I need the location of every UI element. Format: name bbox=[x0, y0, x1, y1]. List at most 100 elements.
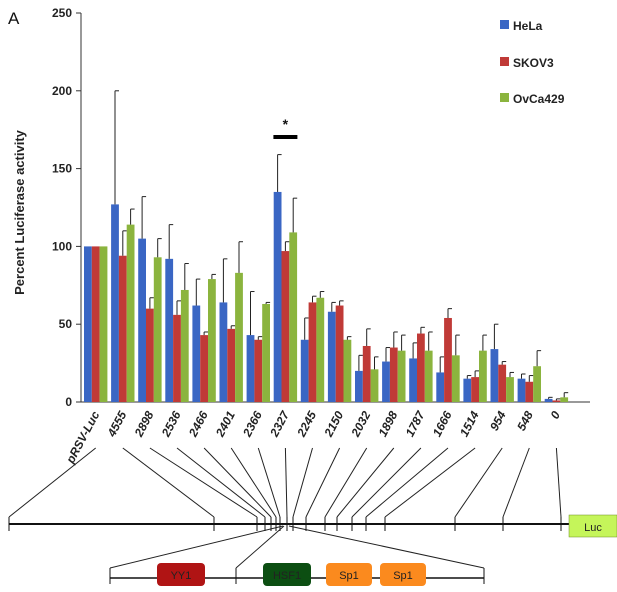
bar-OvCa429-548 bbox=[533, 366, 541, 402]
zoom-line-right bbox=[288, 525, 485, 569]
bar-SKOV3-2150 bbox=[335, 305, 344, 402]
bar-HeLa-1898 bbox=[382, 361, 390, 402]
bar-HeLa-pRSV-Luc bbox=[84, 246, 92, 402]
bar-SKOV3-2898 bbox=[146, 308, 154, 402]
bar-HeLa-1787 bbox=[409, 358, 417, 402]
site-connector-line bbox=[336, 447, 395, 518]
site-connector-line bbox=[502, 447, 530, 518]
zoom-line-left bbox=[109, 525, 284, 569]
site-connector-line bbox=[122, 447, 215, 518]
bar-HeLa-1514 bbox=[463, 378, 472, 402]
bar-OvCa429-954 bbox=[506, 377, 514, 402]
bar-OvCa429-2245 bbox=[316, 297, 325, 402]
bar-OvCa429-2466 bbox=[208, 279, 216, 402]
y-tick-label: 200 bbox=[52, 84, 72, 98]
bar-chart: 0 50 100 150 200 250 Percent Luciferase activi… bbox=[12, 6, 590, 467]
zoom-line-inner bbox=[235, 525, 285, 569]
bar-OvCa429-1787 bbox=[424, 350, 433, 402]
bar-HeLa-2401 bbox=[219, 302, 228, 402]
y-axis-label: Percent Luciferase activity bbox=[12, 129, 27, 295]
site-connector-line bbox=[555, 447, 562, 518]
y-tick-label: 100 bbox=[52, 239, 72, 253]
x-tick-label-0: 0 bbox=[548, 409, 564, 422]
significance-star: * bbox=[283, 116, 289, 132]
x-tick-label-954: 954 bbox=[487, 409, 509, 434]
legend-label-HeLa: HeLa bbox=[513, 19, 543, 33]
bar-HeLa-2150 bbox=[327, 311, 336, 402]
bar-OvCa429-4555 bbox=[126, 224, 135, 402]
legend-label-SKOV3: SKOV3 bbox=[513, 56, 554, 70]
site-connector-line bbox=[203, 447, 272, 518]
bar-SKOV3-1666 bbox=[444, 317, 452, 402]
bar-OvCa429-2401 bbox=[235, 272, 243, 402]
x-tick-label-1514: 1514 bbox=[457, 409, 482, 439]
y-tick-label: 0 bbox=[65, 395, 72, 409]
bar-HeLa-2327 bbox=[273, 191, 282, 402]
site-connector-line bbox=[176, 447, 266, 518]
y-tick-label: 50 bbox=[59, 317, 73, 331]
site-connector-line bbox=[305, 447, 341, 518]
x-tick-label-548: 548 bbox=[514, 409, 536, 434]
x-tick-label-2245: 2245 bbox=[294, 409, 320, 440]
bar-SKOV3-pRSV-Luc bbox=[91, 246, 100, 402]
bar-SKOV3-954 bbox=[498, 364, 507, 402]
element-label-Sp1: Sp1 bbox=[339, 570, 359, 582]
site-connector-line bbox=[149, 447, 258, 518]
bar-OvCa429-1514 bbox=[479, 350, 487, 402]
bar-SKOV3-4555 bbox=[118, 255, 127, 402]
bar-SKOV3-2466 bbox=[200, 335, 208, 402]
element-box-Sp1 bbox=[380, 563, 426, 586]
x-tick-label-1898: 1898 bbox=[376, 409, 401, 439]
x-tick-label-2150: 2150 bbox=[321, 409, 347, 440]
bar-OvCa429-2366 bbox=[262, 303, 270, 402]
site-connector-line bbox=[324, 447, 368, 518]
bar-SKOV3-548 bbox=[525, 381, 534, 402]
element-label-HSF1: HSF1 bbox=[273, 570, 301, 582]
bar-SKOV3-2327 bbox=[281, 251, 290, 402]
x-tick-label-2466: 2466 bbox=[185, 409, 211, 440]
bar-HeLa-4555 bbox=[111, 204, 119, 402]
legend-label-OvCa429: OvCa429 bbox=[513, 92, 565, 106]
site-connector-line bbox=[230, 447, 277, 518]
bar-SKOV3-2536 bbox=[173, 314, 181, 402]
bar-HeLa-2245 bbox=[300, 339, 309, 402]
bar-OvCa429-2150 bbox=[343, 339, 352, 402]
bar-HeLa-2032 bbox=[355, 370, 363, 402]
bar-OvCa429-2898 bbox=[153, 257, 162, 402]
element-box-HSF1 bbox=[263, 563, 311, 586]
bar-HeLa-954 bbox=[490, 349, 499, 402]
bar-OvCa429-2032 bbox=[370, 369, 379, 402]
element-label-YY1: YY1 bbox=[171, 570, 192, 582]
x-tick-label-2366: 2366 bbox=[240, 409, 266, 440]
bar-SKOV3-0 bbox=[552, 400, 561, 402]
site-connector-line bbox=[8, 447, 97, 518]
y-tick-label: 250 bbox=[52, 6, 72, 20]
bar-OvCa429-1666 bbox=[451, 355, 460, 402]
element-box-Sp1 bbox=[326, 563, 372, 586]
luc-label: Luc bbox=[584, 522, 602, 534]
bar-HeLa-0 bbox=[544, 398, 553, 402]
promoter-map: Luc YY1 HSF1 Sp1 Sp1 bbox=[8, 447, 617, 586]
bar-OvCa429-0 bbox=[560, 397, 569, 402]
x-tick-label-2401: 2401 bbox=[212, 409, 238, 440]
element-label-Sp1: Sp1 bbox=[393, 570, 413, 582]
y-tick-label: 150 bbox=[52, 162, 72, 176]
bar-HeLa-2366 bbox=[246, 335, 255, 402]
bar-SKOV3-2401 bbox=[227, 328, 236, 402]
bar-SKOV3-1787 bbox=[417, 333, 425, 402]
bar-OvCa429-2327 bbox=[289, 232, 298, 402]
legend-swatch-SKOV3 bbox=[500, 57, 509, 66]
site-connector-line bbox=[454, 447, 503, 518]
element-box-YY1 bbox=[157, 563, 205, 586]
bar-SKOV3-2366 bbox=[254, 339, 263, 402]
bar-SKOV3-2032 bbox=[362, 345, 371, 402]
bar-HeLa-2898 bbox=[138, 238, 146, 402]
legend-swatch-OvCa429 bbox=[500, 93, 509, 102]
bar-SKOV3-1898 bbox=[389, 347, 398, 402]
legend-swatch-HeLa bbox=[500, 20, 509, 29]
bar-OvCa429-2536 bbox=[180, 289, 189, 402]
bar-OvCa429-1898 bbox=[397, 350, 406, 402]
site-connector-line bbox=[351, 447, 422, 518]
bar-HeLa-548 bbox=[517, 378, 526, 402]
